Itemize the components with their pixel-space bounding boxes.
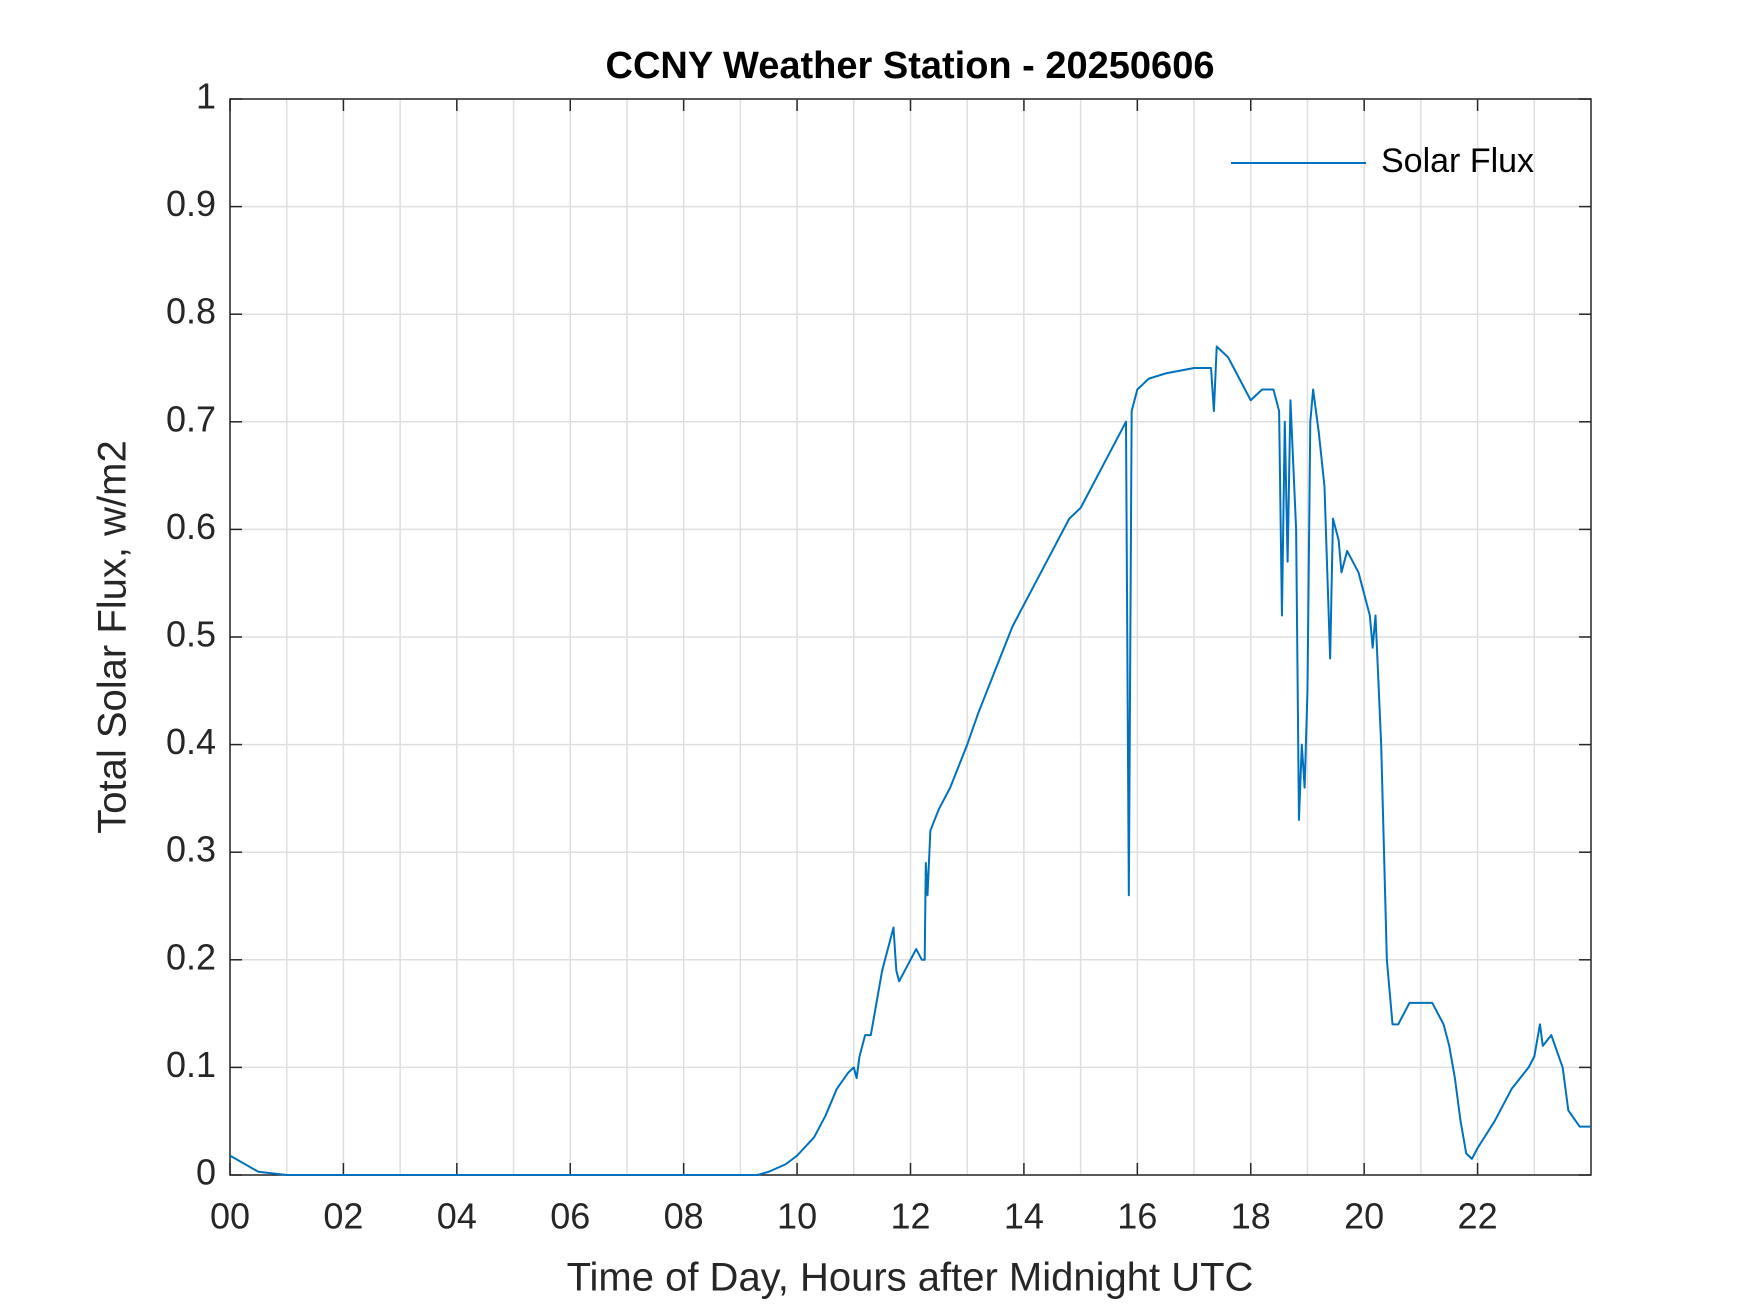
- y-tick-label: 0.2: [166, 936, 216, 977]
- y-tick-label: 0.5: [166, 614, 216, 655]
- legend-label: Solar Flux: [1381, 142, 1534, 180]
- y-tick-label: 0.4: [166, 721, 216, 762]
- y-tick-label: 0.7: [166, 398, 216, 439]
- data-line: [229, 345, 1591, 1176]
- plot-frame: [229, 98, 1592, 1176]
- y-tick-label: 0.8: [166, 291, 216, 332]
- y-axis-label: Total Solar Flux, w/m2: [91, 440, 135, 833]
- x-tick-label: 02: [323, 1196, 363, 1237]
- y-tick-label: 0.9: [166, 183, 216, 224]
- x-tick-label: 08: [664, 1196, 704, 1237]
- y-tick-label: 0: [196, 1152, 216, 1193]
- x-axis-label: Time of Day, Hours after Midnight UTC: [567, 1256, 1254, 1300]
- x-tick-label: 20: [1344, 1196, 1384, 1237]
- y-tick-label: 0.6: [166, 506, 216, 547]
- x-tick-label: 18: [1231, 1196, 1271, 1237]
- x-tick-label: 04: [437, 1196, 477, 1237]
- y-tick-label: 0.1: [166, 1044, 216, 1085]
- x-tick-label: 12: [890, 1196, 930, 1237]
- y-tick-label: 1: [196, 76, 216, 117]
- y-tick-label: 0.3: [166, 829, 216, 870]
- x-tick-label: 06: [550, 1196, 590, 1237]
- x-tick-label: 22: [1458, 1196, 1498, 1237]
- x-tick-label: 00: [210, 1196, 250, 1237]
- chart-title: CCNY Weather Station - 20250606: [606, 45, 1215, 87]
- x-tick-label: 10: [777, 1196, 817, 1237]
- x-tick-label: 16: [1117, 1196, 1157, 1237]
- x-tick-label: 14: [1004, 1196, 1044, 1237]
